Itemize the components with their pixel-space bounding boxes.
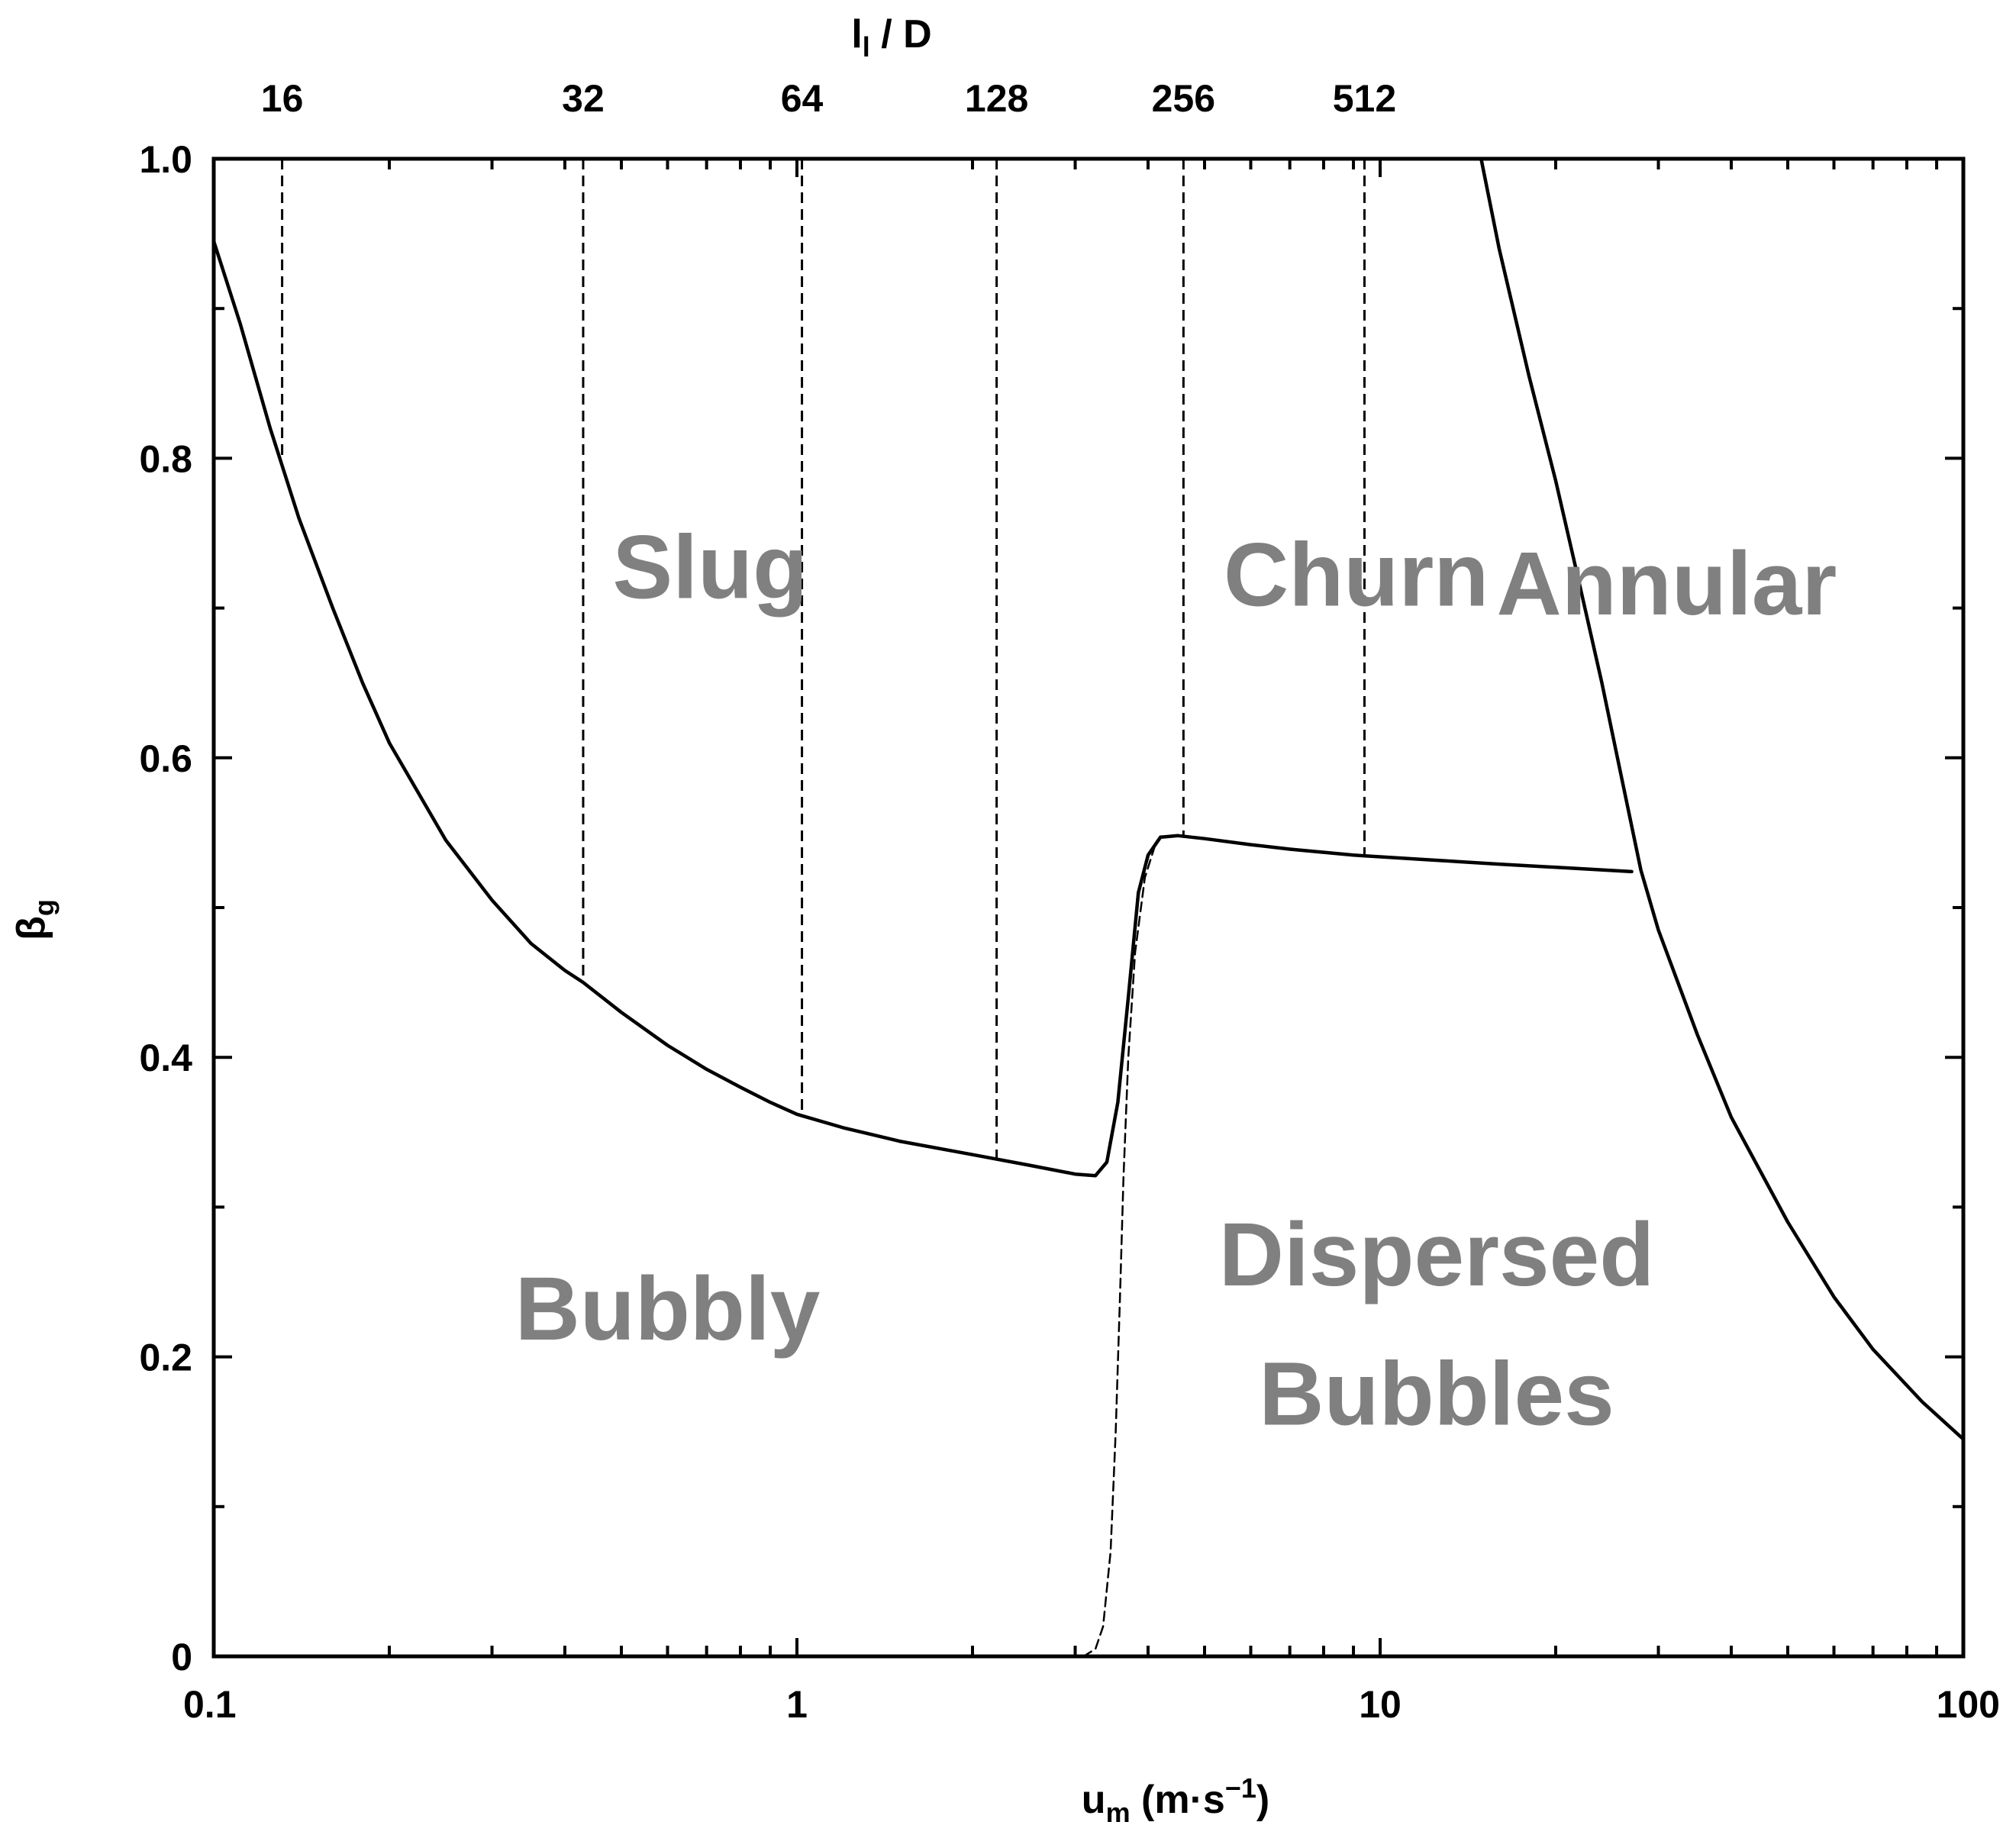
regime-labels: Slug Churn Annular Bubbly Dispersed Bubbles (515, 518, 1837, 1445)
x-axis-title-close: ) (1256, 1778, 1269, 1822)
regime-boundary-curve (1479, 156, 1966, 1441)
x-tick-label: 1 (786, 1683, 808, 1726)
x-tick-label: 0.1 (183, 1683, 237, 1726)
top-axis-title-main: l (851, 12, 862, 56)
top-tick-label: 256 (1152, 77, 1215, 120)
x-tick-label: 10 (1359, 1683, 1402, 1726)
regime-label: Annular (1497, 534, 1837, 634)
y-tick-label: 0.8 (139, 437, 192, 480)
top-axis-title: ll / D (851, 12, 931, 63)
top-tick-label: 512 (1333, 77, 1396, 120)
x-axis-title-exponent: −1 (1225, 1772, 1256, 1804)
regime-boundary-curves (211, 156, 1966, 1658)
x-axis-title-units: (m·s (1131, 1778, 1225, 1822)
y-tick-label: 0.2 (139, 1337, 192, 1379)
regime-label: Bubbles (1259, 1344, 1614, 1445)
regime-label: Churn (1224, 524, 1489, 625)
y-tick-label: 0.4 (139, 1037, 192, 1079)
x-tick-label: 100 (1937, 1683, 2000, 1726)
regime-label: Slug (613, 518, 808, 618)
y-tick-label: 0 (171, 1636, 192, 1678)
top-tick-label: 64 (781, 77, 824, 120)
transition-dashed-curve (1082, 847, 1156, 1658)
x-axis-title-main: u (1082, 1778, 1106, 1822)
y-axis-title-subscript: g (28, 899, 60, 916)
x-axis-title: um (m·s−1) (1082, 1772, 1269, 1822)
y-axis-title: βg (9, 899, 60, 940)
x-axis-title-subscript: m (1106, 1797, 1131, 1822)
regime-label: Bubbly (515, 1259, 821, 1359)
tick-labels: 0.1 1 10 100 0 0.2 0.4 0.6 0.8 1.0 16 32 64 128 256 512 (139, 77, 2000, 1726)
y-axis-title-main: β (9, 916, 53, 940)
top-tick-label: 128 (965, 77, 1028, 120)
ll-over-d-reference-lines (281, 159, 1366, 1159)
top-tick-label: 16 (261, 77, 304, 120)
regime-boundary-curve (211, 239, 1634, 1178)
y-tick-label: 0.6 (139, 737, 192, 780)
y-tick-label: 1.0 (139, 138, 192, 181)
top-axis-title-subscript: l (863, 31, 870, 63)
plot-area-frame (211, 156, 1966, 1659)
top-tick-label: 32 (562, 77, 605, 120)
regime-label: Dispersed (1219, 1204, 1655, 1305)
top-axis-title-rest: / D (870, 12, 932, 56)
